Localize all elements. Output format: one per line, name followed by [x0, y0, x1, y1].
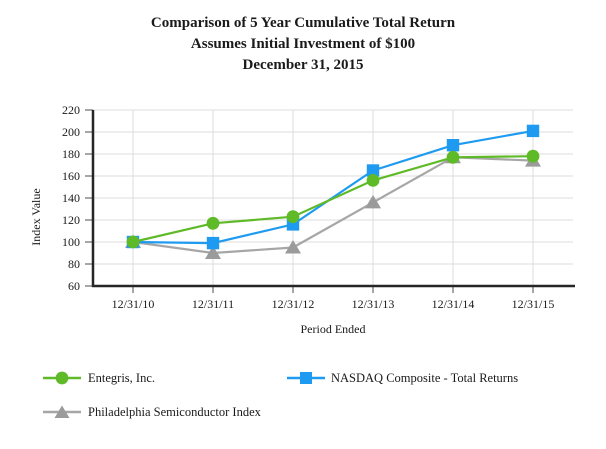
y-tick-label: 160: [62, 169, 80, 183]
entegris-line-circle-swatch: [43, 371, 81, 385]
legend-label-entegris: Entegris, Inc.: [88, 371, 155, 385]
marker-square-nasdaq-composite-total-returns: [446, 139, 460, 152]
marker-circle-entegris-inc: [446, 150, 460, 164]
x-tick-label: 12/31/10: [112, 297, 155, 311]
y-tick-label: 200: [62, 125, 80, 139]
legend-item-philadelphia: [43, 404, 81, 420]
legend-label-nasdaq: NASDAQ Composite - Total Returns: [331, 371, 519, 385]
marker-circle-entegris-inc: [366, 174, 380, 187]
series-line-philadelphia-semiconductor-index: [132, 156, 534, 255]
y-tick-label: 140: [62, 191, 80, 205]
philadelphia-line-triangle-swatch: [43, 405, 81, 418]
chart-title-line-2: Assumes Initial Investment of $100: [190, 36, 416, 52]
legend-item-nasdaq: [287, 370, 325, 386]
x-tick-label: 12/31/13: [352, 297, 395, 311]
x-tick-label: 12/31/12: [272, 297, 315, 311]
y-tick-label: 60: [68, 279, 80, 293]
y-axis-title: Index Value: [29, 188, 43, 245]
nasdaq-line-square-swatch: [287, 372, 325, 384]
legend-item-entegris: [43, 370, 81, 386]
y-tick-label: 100: [62, 235, 80, 249]
marker-circle-entegris-inc: [526, 149, 540, 163]
series-line-entegris-inc: [132, 155, 534, 244]
x-tick-label: 12/31/15: [512, 297, 555, 311]
y-tick-label: 220: [62, 103, 80, 117]
y-tick-label: 120: [62, 213, 80, 227]
chart-title-line-3: December 31, 2015: [242, 57, 364, 73]
marker-square-nasdaq-composite-total-returns: [366, 164, 380, 177]
marker-circle-entegris-inc: [206, 216, 220, 230]
marker-triangle-philadelphia-semiconductor-index: [365, 194, 381, 209]
x-tick-label: 12/31/14: [432, 297, 475, 311]
line-chart: 60 80 100 120 140 160 180 200 220 12/31/10 12/31/1…: [29, 103, 575, 336]
marker-square-nasdaq-composite-total-returns: [206, 236, 220, 250]
chart-title: Comparison of 5 Year Cumulative Total Re…: [0, 13, 606, 76]
x-tick-label: 12/31/11: [192, 297, 234, 311]
series-line-nasdaq-composite-total-returns: [132, 129, 534, 245]
y-tick-label: 180: [62, 147, 80, 161]
marker-circle-entegris-inc: [126, 235, 140, 249]
legend-label-philadelphia: Philadelphia Semiconductor Index: [88, 405, 261, 419]
y-tick-label: 80: [68, 257, 80, 271]
marker-circle-entegris-inc: [286, 210, 300, 224]
marker-square-nasdaq-composite-total-returns: [526, 124, 540, 138]
marker-triangle-philadelphia-semiconductor-index: [285, 240, 301, 254]
x-axis-title: Period Ended: [301, 322, 366, 336]
chart-title-line-1: Comparison of 5 Year Cumulative Total Re…: [150, 15, 456, 31]
marker-triangle-philadelphia-semiconductor-index: [205, 245, 221, 259]
